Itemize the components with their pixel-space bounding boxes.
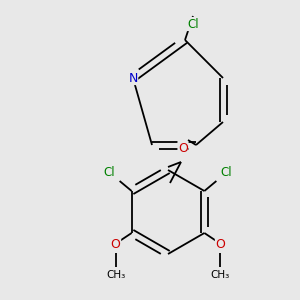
Text: CH₃: CH₃ (106, 270, 125, 280)
Text: O: O (215, 238, 225, 251)
Text: O: O (111, 238, 121, 251)
Text: Cl: Cl (187, 17, 199, 31)
Text: CH₃: CH₃ (211, 270, 230, 280)
Text: N: N (128, 71, 138, 85)
Text: Cl: Cl (220, 167, 232, 179)
Text: Cl: Cl (104, 167, 116, 179)
Text: O: O (178, 142, 188, 154)
